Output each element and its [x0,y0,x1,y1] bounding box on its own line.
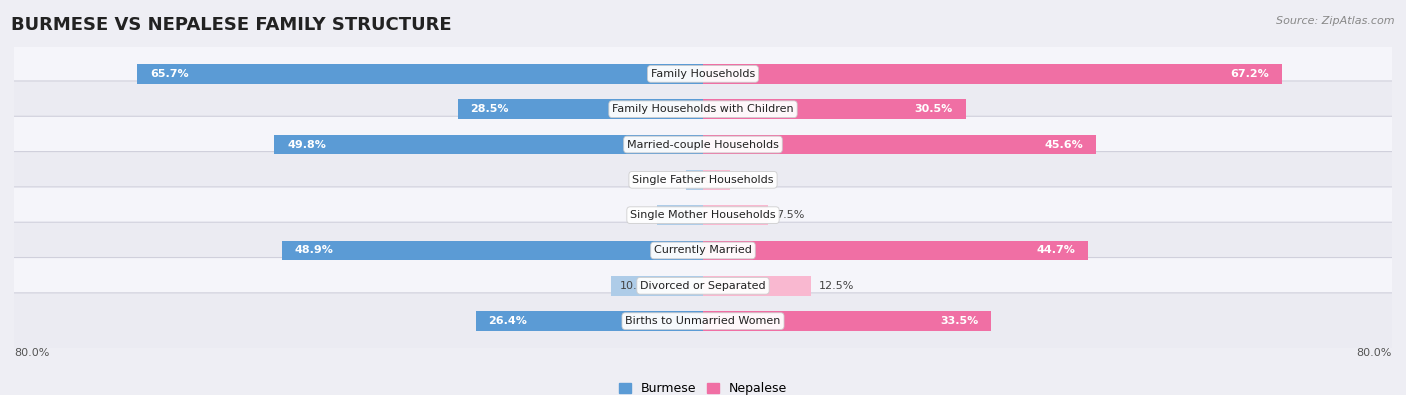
Text: 67.2%: 67.2% [1230,69,1268,79]
Bar [703,311,991,331]
Bar [703,100,966,119]
FancyBboxPatch shape [7,293,1399,349]
FancyBboxPatch shape [7,258,1399,314]
FancyBboxPatch shape [7,187,1399,243]
Text: BURMESE VS NEPALESE FAMILY STRUCTURE: BURMESE VS NEPALESE FAMILY STRUCTURE [11,16,451,34]
Text: 80.0%: 80.0% [14,348,49,357]
Text: Currently Married: Currently Married [654,245,752,256]
Text: 12.5%: 12.5% [820,281,855,291]
Text: 45.6%: 45.6% [1045,139,1083,150]
Text: Single Father Households: Single Father Households [633,175,773,185]
Bar [281,241,703,260]
Text: Births to Unmarried Women: Births to Unmarried Women [626,316,780,326]
Text: 30.5%: 30.5% [914,104,953,114]
Bar [658,205,703,225]
Bar [703,241,1088,260]
FancyBboxPatch shape [7,116,1399,173]
Bar [703,276,811,295]
Bar [686,170,703,190]
FancyBboxPatch shape [7,46,1399,102]
Bar [703,170,730,190]
Bar [703,64,1282,84]
Bar [274,135,703,154]
FancyBboxPatch shape [7,152,1399,208]
FancyBboxPatch shape [7,81,1399,137]
Text: 44.7%: 44.7% [1036,245,1076,256]
Bar [457,100,703,119]
Text: 3.1%: 3.1% [738,175,766,185]
Text: 33.5%: 33.5% [941,316,979,326]
Text: Married-couple Households: Married-couple Households [627,139,779,150]
Text: 65.7%: 65.7% [150,69,188,79]
Text: 2.0%: 2.0% [695,175,723,185]
Text: Single Mother Households: Single Mother Households [630,210,776,220]
Text: Divorced or Separated: Divorced or Separated [640,281,766,291]
Text: 49.8%: 49.8% [287,139,326,150]
Bar [610,276,703,295]
Text: 48.9%: 48.9% [295,245,333,256]
Text: 28.5%: 28.5% [471,104,509,114]
Bar [703,135,1095,154]
Bar [475,311,703,331]
Text: Source: ZipAtlas.com: Source: ZipAtlas.com [1277,16,1395,26]
Text: 5.3%: 5.3% [666,210,695,220]
Text: Family Households: Family Households [651,69,755,79]
Text: Family Households with Children: Family Households with Children [612,104,794,114]
Text: 26.4%: 26.4% [488,316,527,326]
FancyBboxPatch shape [7,222,1399,279]
Text: 80.0%: 80.0% [1357,348,1392,357]
Bar [138,64,703,84]
Bar [703,205,768,225]
Text: 10.7%: 10.7% [620,281,655,291]
Legend: Burmese, Nepalese: Burmese, Nepalese [619,382,787,395]
Text: 7.5%: 7.5% [776,210,804,220]
